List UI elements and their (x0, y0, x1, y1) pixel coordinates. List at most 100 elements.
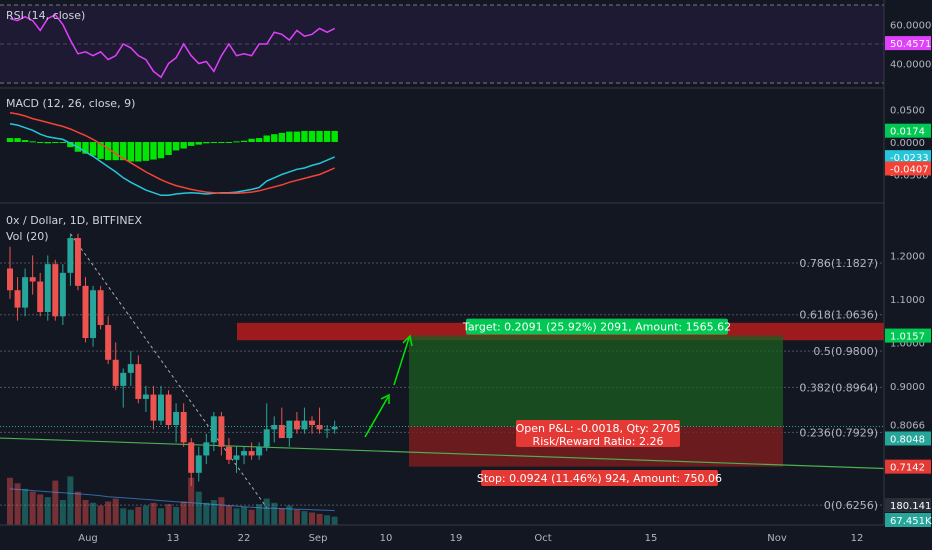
candle-body (233, 455, 240, 460)
time-labels: Aug 13 22 Sep 10 19 Oct 15 Nov 12 (78, 533, 863, 544)
rsi-last-value-bg (885, 36, 931, 51)
time-tick: 13 (167, 533, 180, 544)
time-tick: 12 (851, 533, 864, 544)
candle-body (218, 416, 225, 447)
volume-bar (210, 500, 217, 525)
volume-bar (112, 498, 119, 525)
macd-hist-bar (278, 132, 285, 142)
rsi-pane[interactable]: RSI (14, close) (0, 4, 884, 84)
time-tick: 10 (380, 533, 393, 544)
rsi-tick: 40.0000 (890, 60, 931, 71)
volume-bar (22, 488, 29, 525)
candle-body (225, 446, 232, 460)
macd-tick: -0.0500 (890, 171, 929, 182)
macd-hist-bar (203, 142, 210, 144)
macd-hist-bar (240, 140, 248, 142)
stop-label-box (481, 470, 718, 486)
fib-label: 0.236(0.7929) (799, 426, 878, 439)
time-tick: 15 (645, 533, 658, 544)
candle-body (7, 268, 13, 291)
candle-body (52, 264, 59, 317)
price-tick: 0.9000 (890, 382, 925, 393)
candle-body (210, 416, 217, 443)
macd-hist-bar (301, 130, 308, 142)
candle-body (90, 290, 97, 339)
macd-hist-bar (150, 142, 157, 160)
macd-hist-bar (316, 130, 323, 142)
current-price-badge-bg (885, 417, 931, 432)
macd-hist-bar (218, 142, 225, 143)
candle-body (127, 364, 134, 373)
candle-body (188, 442, 195, 473)
macd-hist-bar (293, 131, 301, 142)
macd-pane[interactable]: MACD (12, 26, close, 9) (6, 97, 338, 197)
volume-bar (301, 511, 308, 525)
target-price-badge: 1.0157 (890, 332, 925, 343)
rsi-line (9, 13, 335, 79)
volume-bar (7, 477, 13, 525)
macd-hist-bar (255, 138, 263, 142)
fib-label: 0.5(0.9800) (813, 345, 878, 358)
down-trendline[interactable] (69, 233, 268, 508)
macd-hist-bar (52, 142, 59, 143)
volume-bar (248, 509, 255, 525)
candle-body (248, 451, 255, 456)
volume-bar (165, 504, 172, 525)
fib-label: 0.786(1.1827) (799, 257, 878, 270)
volume-bar (29, 491, 36, 525)
macd-hist-bar (308, 130, 316, 142)
macd-hist-bar (14, 138, 21, 142)
position-labels[interactable]: Target: 0.2091 (25.92%) 2091, Amount: 15… (462, 318, 731, 486)
volume-bar (286, 505, 293, 525)
sma-badge: 0.8048 (890, 434, 925, 445)
candle-body (180, 411, 187, 443)
candle-body (301, 420, 308, 430)
stop-price-badge-bg (885, 459, 931, 474)
volume-bar (316, 513, 323, 525)
volume-label: Vol (20) (6, 230, 49, 243)
volume-bar (120, 508, 127, 525)
macd-signal-last-bg (885, 161, 931, 176)
volume-bar (256, 504, 263, 525)
candle-body (22, 277, 29, 308)
macd-hist-bar (67, 142, 74, 148)
macd-hist-bar (89, 142, 97, 156)
target-label-box (466, 318, 728, 335)
candle-body (165, 394, 172, 425)
macd-hist-bar (142, 142, 150, 161)
volume-bar (233, 508, 240, 525)
candle-body (74, 238, 81, 286)
candle-body (112, 359, 119, 386)
volume-bar (90, 502, 97, 525)
volume-bar (150, 502, 157, 525)
stop-label-text: Stop: 0.0924 (11.46%) 924, Amount: 750.0… (477, 472, 722, 485)
rsi-tick: 60.0000 (890, 21, 931, 32)
macd-hist-last-bg (885, 123, 931, 138)
price-axis[interactable]: 60.0000 40.0000 50.4571 0.0500 0.0000 -0.0500… (883, 0, 932, 550)
macd-hist-bar (188, 142, 195, 146)
arrow-line-1 (364, 396, 389, 438)
volume-bar (59, 500, 66, 525)
macd-hist-bar (44, 142, 51, 144)
arrows[interactable] (364, 334, 413, 438)
time-axis[interactable]: Aug 13 22 Sep 10 19 Oct 15 Nov 12 (0, 524, 884, 544)
fib-label: 0(0.6256) (824, 499, 878, 512)
candle-body (14, 290, 21, 308)
volume-bar (82, 500, 89, 525)
volume-tick-low-bg (885, 513, 931, 527)
arrow-line-2 (393, 337, 410, 386)
candle-body (316, 425, 323, 430)
price-tick: 1.1000 (890, 295, 925, 306)
volume-bar (105, 501, 112, 525)
time-tick: 19 (450, 533, 463, 544)
fib-label: 0.382(0.8964) (799, 381, 878, 394)
trendline[interactable] (0, 437, 885, 470)
candle-body (309, 420, 315, 425)
candle-body (59, 272, 66, 317)
volume-bar (203, 502, 210, 525)
price-pane[interactable]: 0.786(1.1827) 0.618(1.0636) 0.5(0.9800) 0.3… (0, 214, 885, 525)
position-target-zone[interactable] (409, 335, 783, 427)
target-price-badge-bg (885, 328, 931, 343)
macd-hist-bar (195, 142, 202, 145)
